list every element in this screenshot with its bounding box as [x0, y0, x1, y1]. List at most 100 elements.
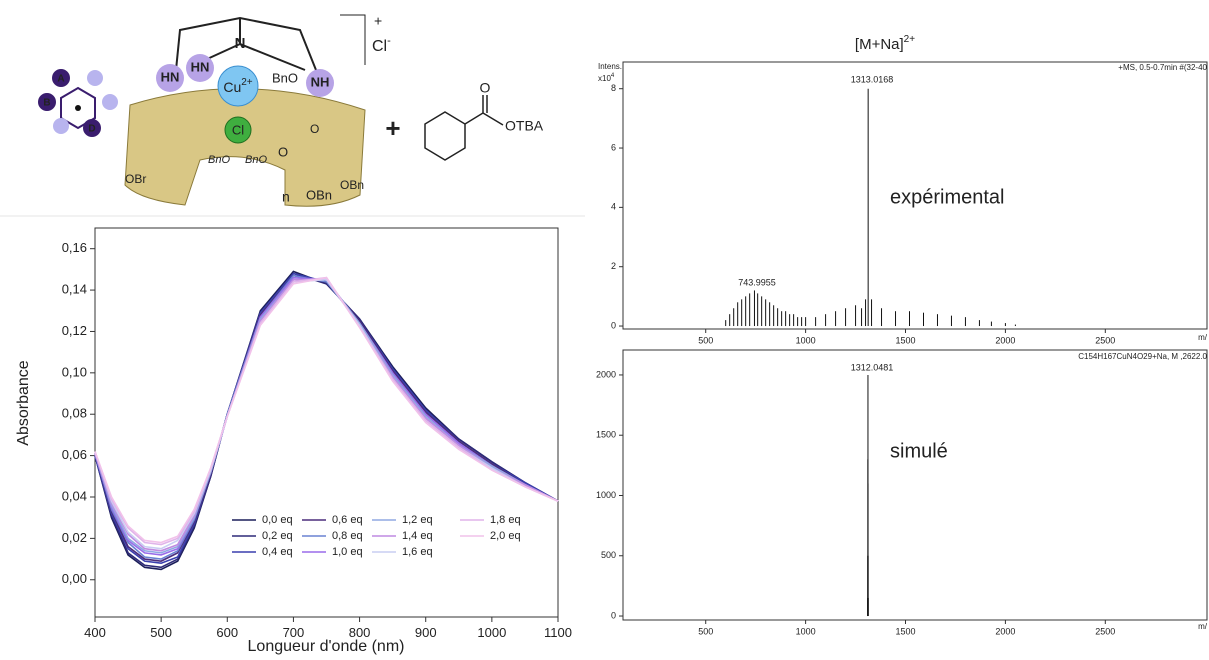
x-tick-label: 1100 [544, 625, 572, 640]
peak-label: 1313.0168 [851, 74, 894, 84]
x-tick-label: 400 [84, 625, 106, 640]
x-tick-label: 1000 [796, 335, 816, 345]
series-line [94, 278, 559, 550]
x-tick-label: 700 [283, 625, 305, 640]
x-tick-label: 1000 [477, 625, 506, 640]
site [53, 118, 69, 134]
y-tick-label: 0,10 [62, 364, 87, 379]
atom: NH [311, 74, 330, 89]
x-tick-label: 2000 [995, 335, 1015, 345]
charge: + [374, 13, 382, 29]
series-line [94, 278, 559, 552]
x-tick-label: 500 [150, 625, 172, 640]
y-tick-label: 4 [611, 202, 616, 212]
legend-label: 1,8 eq [490, 514, 521, 526]
amine-site [186, 54, 214, 82]
center [75, 105, 81, 111]
y-tick-label: 8 [611, 83, 616, 93]
y-tick-label: 0,08 [62, 406, 87, 421]
atom: O [480, 80, 491, 96]
amine-site [156, 64, 184, 92]
atom: Cl [232, 122, 244, 137]
legend-label: 0,8 eq [332, 530, 363, 542]
substituent: OBr [125, 172, 146, 186]
series-line [94, 276, 559, 556]
charge: 2+ [241, 77, 253, 88]
y-axis-label: Intens. [598, 62, 622, 71]
atom-symbol: Cl [372, 38, 387, 55]
legend-label: 1,0 eq [332, 546, 363, 558]
legend-label: 1,6 eq [402, 546, 433, 558]
plot-frame [94, 227, 559, 618]
peak-label: 743.9955 [738, 277, 776, 287]
series-line [94, 278, 559, 554]
series-line [94, 272, 559, 565]
substituent: O [310, 122, 319, 136]
substituent: OBn [306, 187, 332, 202]
annotation: C154H167CuN4O29+Na, M ,2622.0 [1078, 352, 1207, 361]
chloride-ligand [224, 116, 252, 144]
y-tick-label: 2 [611, 261, 616, 271]
scale-base: x10 [598, 74, 611, 83]
plus: + [385, 113, 400, 143]
scale-exponent: 4 [611, 73, 615, 79]
site [102, 94, 118, 110]
atom: Cu2+ [223, 77, 252, 95]
y-tick-label: 0,02 [62, 530, 87, 545]
series-label: simulé [890, 440, 948, 462]
x-tick-label: 1000 [796, 626, 816, 636]
y-tick-label: 0,04 [62, 488, 87, 503]
scheme: A B D N HN HN NH Cu2+ Cl BnO BnO BnO O O… [0, 13, 585, 217]
atom: N [235, 35, 246, 52]
letter: D [88, 124, 95, 135]
x-tick-label: 2000 [995, 626, 1015, 636]
series-line [94, 270, 559, 571]
amine-site [306, 69, 334, 97]
site [52, 69, 70, 87]
x-tick-label: 500 [698, 626, 713, 636]
legend-label: 0,6 eq [332, 514, 363, 526]
plot-frame [622, 61, 1208, 330]
substituent: OBn [340, 178, 364, 192]
substituent: O [278, 144, 288, 159]
title-superscript: 2+ [904, 34, 916, 45]
site [87, 70, 103, 86]
x-tick-label: 1500 [895, 335, 915, 345]
y-axis-label: Absorbance [15, 360, 32, 445]
x-tick-label: 500 [698, 335, 713, 345]
series-line [94, 276, 559, 544]
legend-label: 0,0 eq [262, 514, 293, 526]
legend-label: 1,4 eq [402, 530, 433, 542]
x-axis-label: m/ [1198, 333, 1208, 342]
x-tick-label: 1500 [895, 626, 915, 636]
counterion: Cl- [372, 35, 391, 55]
site [83, 119, 101, 137]
y-tick-label: 500 [601, 550, 616, 560]
atom: HN [161, 69, 180, 84]
annotation: +MS, 0.5-0.7min #(32-40 [1118, 63, 1207, 72]
bracket [340, 14, 366, 65]
plot-frame [622, 349, 1208, 621]
x-tick-label: 800 [349, 625, 371, 640]
x-tick-label: 2500 [1095, 626, 1115, 636]
substituent: BnO [208, 154, 230, 166]
series-line [94, 272, 559, 569]
title-text: [M+Na] [855, 36, 904, 53]
peak-label: 1312.0481 [851, 362, 894, 372]
y-tick-label: 1000 [596, 490, 616, 500]
atom-symbol: Cu [223, 79, 241, 95]
x-tick-label: 600 [216, 625, 238, 640]
legend-label: 2,0 eq [490, 530, 521, 542]
x-axis-label: Longueur d'onde (nm) [248, 638, 405, 655]
atom: OTBA [505, 118, 544, 134]
substituent: BnO [245, 154, 267, 166]
ligand-bonds [174, 16, 321, 81]
y-tick-label: 0 [611, 320, 616, 330]
substituent: BnO [272, 70, 298, 85]
legend-label: 1,2 eq [402, 514, 433, 526]
y-tick-label: 0,00 [62, 571, 87, 586]
hexagon [60, 86, 96, 130]
y-tick-label: 6 [611, 142, 616, 152]
y-tick-label: 0,14 [62, 282, 87, 297]
